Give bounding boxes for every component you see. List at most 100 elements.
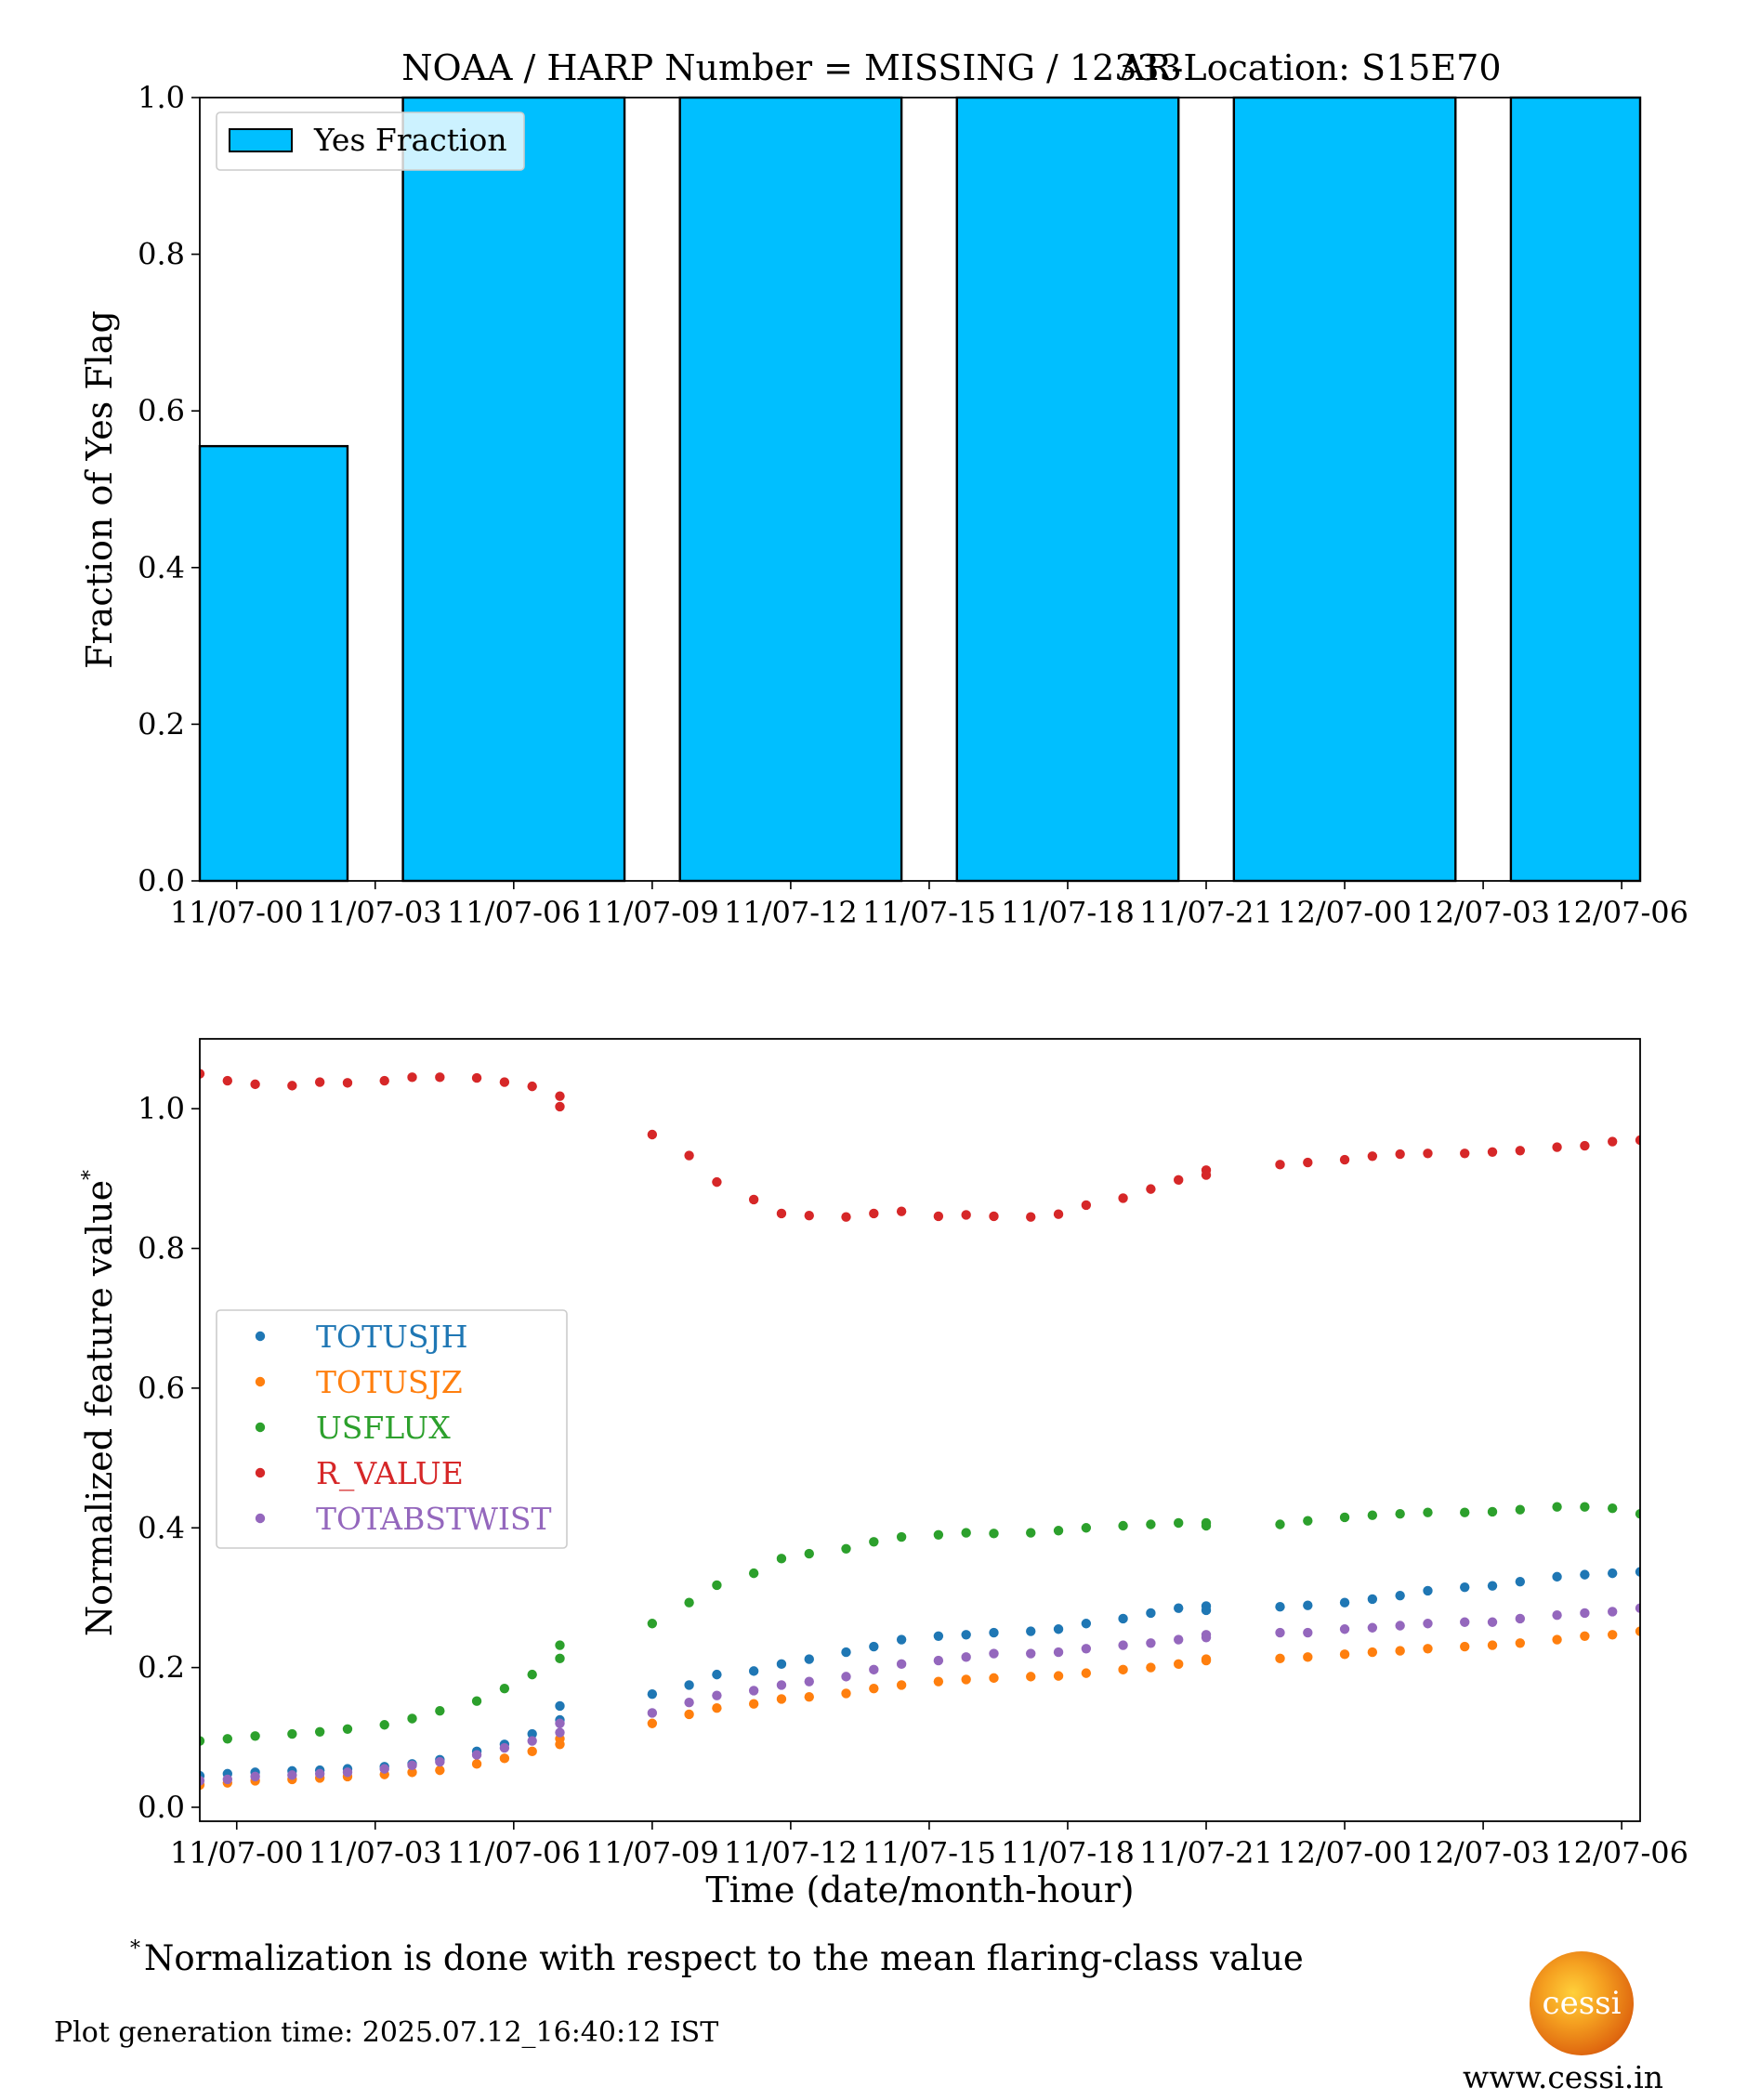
data-point-usflux (748, 1568, 759, 1579)
data-point-totusjh (1174, 1603, 1184, 1613)
x-tick-label: 11/07-18 (1001, 1835, 1135, 1870)
data-point-totabstwist (250, 1771, 260, 1782)
data-point-r-value (1515, 1146, 1526, 1156)
data-point-usflux (1395, 1509, 1405, 1519)
data-point-totabstwist (1423, 1619, 1433, 1629)
data-point-totusjh (712, 1669, 722, 1680)
data-point-totusjh (1118, 1613, 1128, 1624)
data-point-totusjz (841, 1688, 851, 1699)
data-point-r-value (379, 1075, 389, 1086)
data-point-totusjz (1580, 1631, 1590, 1641)
data-point-totabstwist (407, 1760, 417, 1771)
data-point-usflux (1635, 1509, 1640, 1519)
plot-frame (199, 97, 1641, 882)
x-tick-label: 11/07-06 (447, 1835, 581, 1870)
yes-fraction-bar (401, 96, 626, 883)
data-point-usflux (1460, 1507, 1470, 1517)
data-point-totabstwist (684, 1697, 694, 1708)
data-point-r-value (804, 1211, 814, 1221)
legend-label: TOTABSTWIST (316, 1501, 552, 1537)
y-tick-label: 0.4 (138, 1510, 185, 1545)
yes-fraction-bar (1232, 96, 1457, 883)
data-point-totabstwist (1026, 1648, 1036, 1659)
data-point-totabstwist (1339, 1624, 1350, 1634)
data-point-usflux (712, 1580, 722, 1591)
data-point-usflux (200, 1736, 205, 1746)
data-point-totusjz (1423, 1644, 1433, 1654)
data-point-usflux (222, 1734, 233, 1744)
data-point-r-value (961, 1210, 971, 1220)
x-tick-label: 11/07-00 (170, 895, 304, 930)
yes-fraction-bar (198, 444, 349, 883)
data-point-usflux (471, 1696, 482, 1706)
data-point-totabstwist (776, 1680, 787, 1690)
data-point-totusjz (1275, 1653, 1285, 1664)
data-point-totusjz (1026, 1672, 1036, 1682)
data-point-totusjh (1423, 1585, 1433, 1596)
data-point-r-value (342, 1078, 353, 1088)
feature-value-chart: 11/07-00 11/07-03 11/07-06 11/07-09 11/07-12… (79, 1038, 1688, 1910)
website-link[interactable]: www.cessi.in (1463, 2059, 1664, 2095)
data-point-usflux (1275, 1519, 1285, 1529)
data-point-totabstwist (647, 1708, 658, 1718)
data-point-r-value (555, 1101, 565, 1112)
y-tick-label: 0.0 (138, 863, 185, 899)
data-point-totusjz (499, 1753, 510, 1764)
x-tick-label: 12/07-03 (1416, 895, 1550, 930)
data-point-totusjz (1118, 1664, 1128, 1675)
yes-fraction-chart: 11/07-00 11/07-03 11/07-06 11/07-09 11/07-12… (79, 47, 1688, 930)
data-point-r-value (712, 1176, 722, 1188)
data-point-totusjh (1026, 1626, 1036, 1636)
y-tick-label: 1.0 (138, 1091, 185, 1126)
data-point-totabstwist (1367, 1622, 1378, 1633)
data-point-totusjh (896, 1634, 907, 1645)
data-point-r-value (1487, 1147, 1498, 1157)
data-point-r-value (1339, 1154, 1350, 1165)
data-point-r-value (841, 1212, 851, 1222)
x-tick-label: 11/07-15 (862, 1835, 996, 1870)
x-tick-label: 11/07-15 (862, 895, 996, 930)
yes-fraction-bar (1509, 96, 1642, 883)
data-point-r-value (314, 1077, 325, 1087)
data-point-usflux (314, 1726, 325, 1737)
data-point-totabstwist (1460, 1617, 1470, 1627)
data-point-totusjh (1460, 1582, 1470, 1593)
data-point-totusjh (684, 1680, 694, 1690)
legend-marker (255, 1422, 266, 1433)
data-point-totabstwist (1118, 1640, 1128, 1650)
data-point-totabstwist (1635, 1603, 1640, 1613)
y-tick-label: 0.6 (138, 393, 185, 428)
data-point-usflux (287, 1728, 297, 1739)
data-point-totusjh (527, 1728, 537, 1739)
x-tick-label: 11/07-03 (309, 1835, 442, 1870)
x-tick-label: 11/07-12 (724, 895, 858, 930)
data-point-totabstwist (1146, 1638, 1156, 1648)
x-axis-label: Time (date/month-hour) (705, 1870, 1134, 1910)
data-point-totusjz (1395, 1646, 1405, 1656)
data-point-r-value (471, 1072, 482, 1083)
data-point-usflux (1515, 1504, 1526, 1515)
data-point-totusjh (1275, 1602, 1285, 1612)
data-point-totusjz (1201, 1654, 1212, 1664)
data-point-totabstwist (1081, 1644, 1092, 1654)
data-point-usflux (1146, 1519, 1156, 1529)
data-point-totusjh (1339, 1597, 1350, 1608)
data-point-totabstwist (1580, 1608, 1590, 1619)
data-point-usflux (869, 1537, 879, 1547)
data-point-totusjh (804, 1654, 814, 1664)
y-tick-label: 0.8 (138, 237, 185, 272)
data-point-usflux (1552, 1502, 1562, 1512)
data-point-totabstwist (1607, 1607, 1618, 1617)
y-tick-label: 0.2 (138, 706, 185, 742)
legend-swatch (229, 128, 293, 152)
normalization-footnote: * Normalization is done with respect to t… (130, 1937, 1304, 1978)
data-point-r-value (647, 1129, 658, 1140)
legend-label: USFLUX (316, 1410, 451, 1446)
data-point-r-value (869, 1208, 879, 1219)
data-point-r-value (499, 1077, 510, 1087)
data-point-totusjh (961, 1630, 971, 1640)
data-point-totusjh (1081, 1619, 1092, 1629)
y-tick-label: 0.0 (138, 1790, 185, 1825)
data-point-totusjz (933, 1676, 944, 1687)
data-point-totusjh (555, 1700, 565, 1712)
